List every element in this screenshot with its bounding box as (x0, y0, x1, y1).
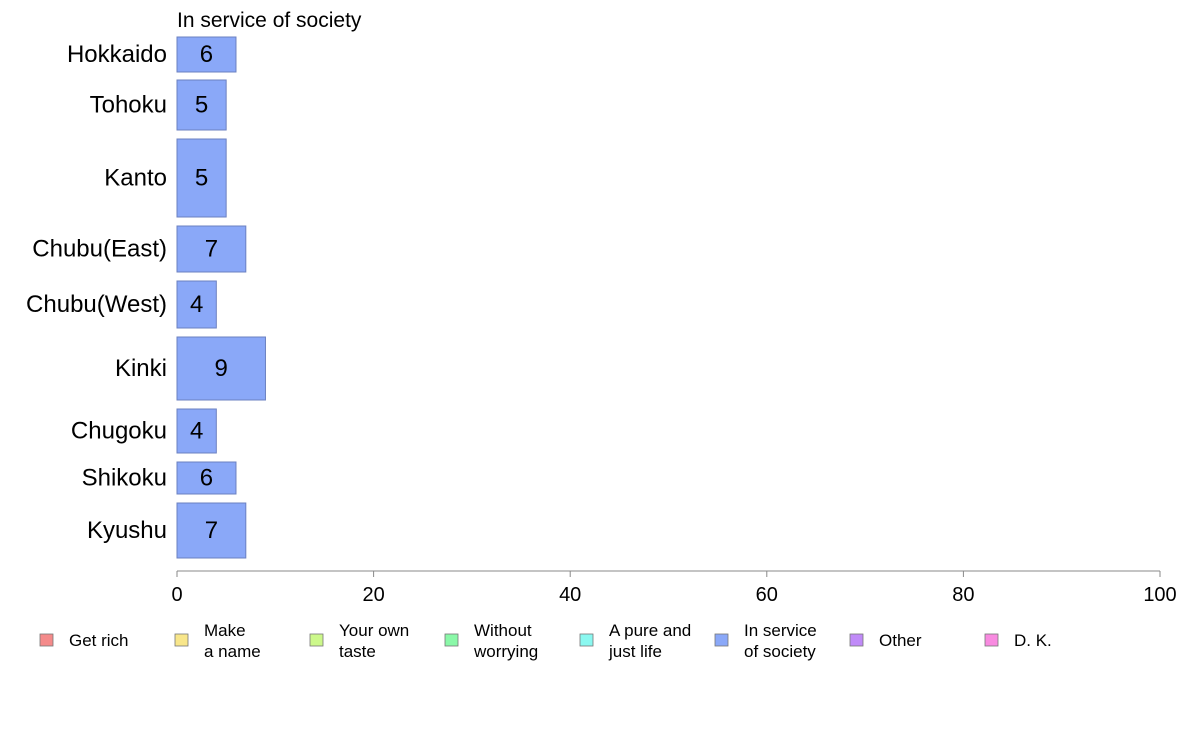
legend-label: of society (744, 642, 816, 661)
x-tick-label: 20 (362, 584, 384, 606)
legend-swatch (444, 633, 459, 647)
category-label: Kanto (104, 165, 167, 192)
legend-label: a name (204, 642, 261, 661)
legend-swatch (849, 633, 864, 647)
legend-label: Other (879, 631, 922, 650)
category-label: Kyushu (87, 517, 167, 544)
legend-label: Without (474, 621, 532, 640)
category-label: Chubu(East) (32, 236, 167, 263)
value-label: 4 (190, 418, 203, 445)
category-label: Kinki (115, 355, 167, 382)
value-label: 4 (190, 291, 203, 318)
bar-kinki (176, 336, 266, 401)
bar-chugoku (176, 408, 217, 454)
legend-label: Your own (339, 621, 409, 640)
value-label: 7 (205, 236, 218, 263)
category-label: Hokkaido (67, 41, 167, 68)
x-tick-label: 40 (559, 584, 581, 606)
bar-kyushu (176, 502, 247, 559)
legend-label: In service (744, 621, 817, 640)
legend-swatch (174, 633, 189, 647)
x-tick-label: 60 (756, 584, 778, 606)
category-label: Shikoku (82, 465, 167, 492)
bar-kanto (176, 138, 227, 218)
bar-chubu-east- (176, 225, 247, 273)
legend-label: Get rich (69, 631, 129, 650)
legend-swatch (309, 633, 324, 647)
legend-swatch (984, 633, 999, 647)
bar-hokkaido (176, 36, 237, 73)
value-label: 5 (195, 165, 208, 192)
value-label: 9 (215, 355, 228, 382)
bar-tohoku (176, 79, 227, 131)
x-tick-label: 100 (1143, 584, 1176, 606)
legend-label: A pure and (609, 621, 691, 640)
x-tick-label: 0 (171, 584, 182, 606)
bar-chubu-west- (176, 280, 217, 329)
value-label: 7 (205, 517, 218, 544)
category-label: Chubu(West) (26, 291, 167, 318)
value-label: 6 (200, 41, 213, 68)
legend-label: worrying (473, 642, 538, 661)
legend-label: Make (204, 621, 246, 640)
legend: Get rich Make a name Your own taste Without wo… (39, 621, 1052, 661)
legend-label: taste (339, 642, 376, 661)
legend-swatch (579, 633, 594, 647)
category-label: Chugoku (71, 418, 167, 445)
legend-swatch (39, 633, 54, 647)
value-label: 6 (200, 465, 213, 492)
bars-group: Hokkaido 6 Tohoku 5 Kanto 5 Chubu(East) 7 Chubu(… (26, 36, 266, 559)
x-tick-label: 80 (952, 584, 974, 606)
legend-label: just life (608, 642, 662, 661)
value-label: 5 (195, 92, 208, 119)
category-label: Tohoku (90, 92, 167, 119)
x-axis: 0 20 40 60 80 100 (171, 570, 1177, 606)
bar-shikoku (176, 461, 237, 495)
chart-title: In service of society (177, 9, 362, 32)
legend-label: D. K. (1014, 631, 1052, 650)
legend-swatch (714, 633, 729, 647)
